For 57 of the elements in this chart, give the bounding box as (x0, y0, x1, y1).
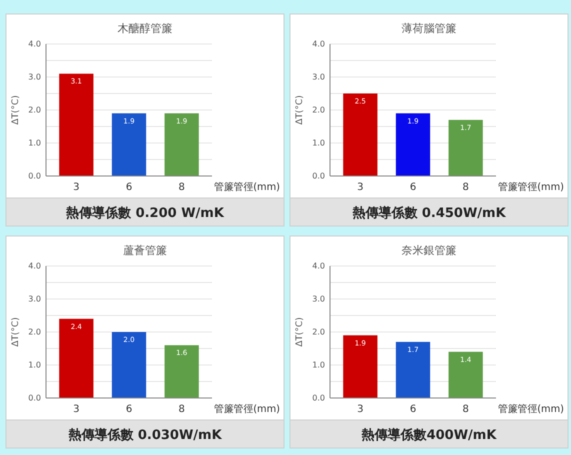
x-tick-label: 8 (462, 182, 469, 193)
bar (396, 113, 430, 176)
y-tick-label: 1.0 (312, 360, 325, 370)
text: 熱傳導係數 0.450W/mK (351, 205, 507, 221)
x-tick-label: 6 (126, 182, 132, 193)
bar (448, 352, 483, 398)
y-tick-label: 1.0 (28, 360, 41, 370)
y-tick-label: 3.0 (312, 294, 325, 304)
x-tick-label: 6 (126, 404, 132, 415)
y-tick-label: 3.0 (28, 294, 41, 304)
y-tick-label: 1.0 (28, 138, 41, 148)
y-tick-label: 2.0 (28, 328, 41, 337)
x-axis-title: 管簾管徑(mm) (214, 181, 282, 193)
y-tick-label: 2.0 (312, 106, 325, 115)
bar (59, 318, 94, 398)
x-tick-label: 6 (410, 404, 416, 415)
chart-title: 蘆薈管簾 (123, 244, 167, 257)
text: 熱傳導係數 0.030W/mK (67, 427, 223, 443)
x-axis-title: 管簾管徑(mm) (498, 403, 566, 415)
text: 熱傳導係數 0.200 W/mK (65, 205, 225, 221)
bar (448, 120, 483, 176)
y-tick-label: 1.0 (312, 138, 325, 148)
x-tick-label: 8 (462, 404, 469, 415)
y-axis-title: ΔT(°C) (11, 95, 21, 125)
y-axis-title: ΔT(°C) (295, 95, 305, 125)
y-tick-label: 0.0 (28, 394, 41, 403)
bar (396, 342, 430, 398)
text: 熱傳導係數400W/mK (360, 427, 498, 443)
y-tick-label: 3.0 (312, 72, 325, 82)
y-tick-label: 0.0 (28, 172, 41, 181)
y-tick-label: 0.0 (312, 394, 325, 403)
y-tick-label: 4.0 (312, 40, 325, 49)
x-tick-label: 3 (73, 182, 80, 193)
chart-title: 奈米銀管簾 (402, 244, 456, 257)
x-tick-label: 3 (357, 182, 364, 193)
x-axis-title: 管簾管徑(mm) (498, 181, 566, 193)
x-tick-label: 8 (178, 182, 185, 193)
bar (112, 332, 146, 398)
chart-title: 薄荷腦管簾 (402, 22, 456, 35)
y-tick-label: 2.0 (312, 328, 325, 337)
y-tick-label: 4.0 (28, 262, 41, 271)
x-tick-label: 8 (178, 404, 185, 415)
y-tick-label: 4.0 (28, 40, 41, 49)
bar (343, 335, 378, 398)
y-axis-title: ΔT(°C) (11, 317, 21, 347)
y-tick-label: 4.0 (312, 262, 325, 271)
bar (343, 94, 378, 176)
x-tick-label: 6 (410, 182, 416, 193)
y-tick-label: 3.0 (28, 72, 41, 82)
x-tick-label: 3 (73, 404, 80, 415)
y-tick-label: 0.0 (312, 172, 325, 181)
x-tick-label: 3 (357, 404, 364, 415)
y-tick-label: 2.0 (28, 106, 41, 115)
chart-title: 木醣醇管簾 (118, 22, 172, 35)
bar (164, 345, 199, 398)
y-axis-title: ΔT(°C) (295, 317, 305, 347)
x-axis-title: 管簾管徑(mm) (214, 403, 282, 415)
